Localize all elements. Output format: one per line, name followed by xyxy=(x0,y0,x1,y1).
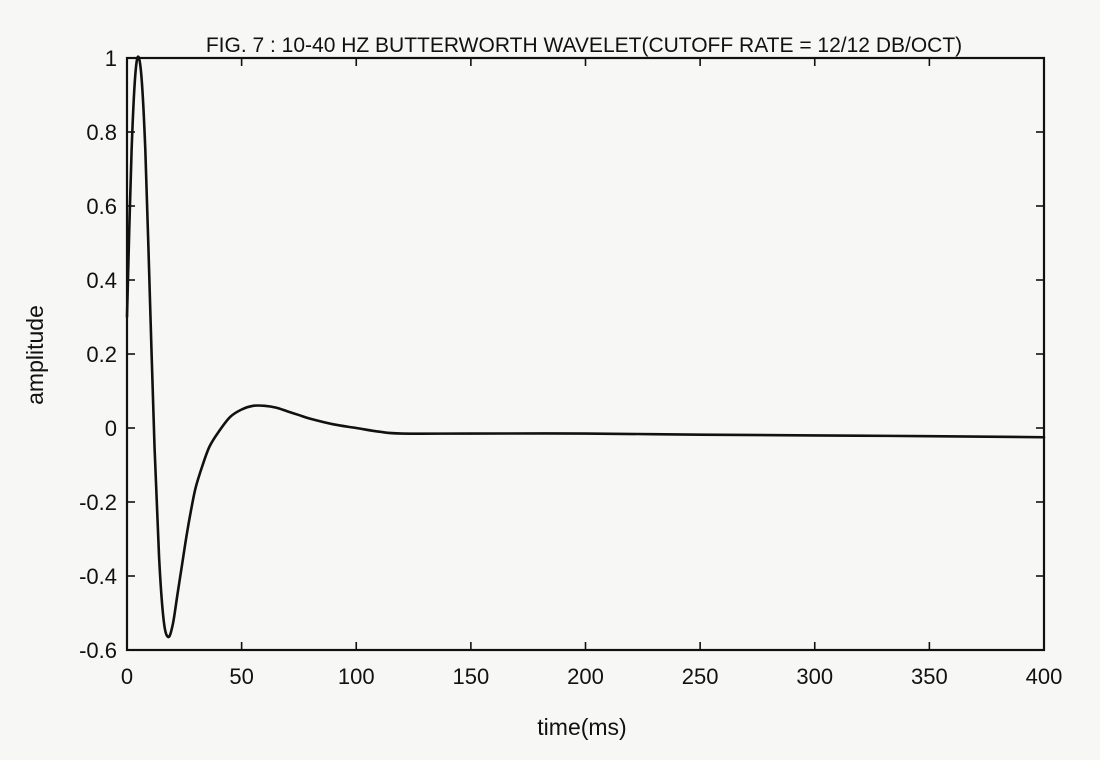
y-tick-label: 0.4 xyxy=(86,268,117,293)
y-tick-label: -0.2 xyxy=(79,490,117,515)
x-tick-label: 0 xyxy=(121,664,133,689)
x-tick-label: 150 xyxy=(453,664,490,689)
x-axis-ticks: 0 50 100 150 200 250 300 350 400 xyxy=(121,58,1062,689)
y-tick-label: 1 xyxy=(105,46,117,71)
series-group xyxy=(125,55,1046,639)
x-axis-label: time(ms) xyxy=(537,714,626,740)
y-tick-label: -0.6 xyxy=(79,638,117,663)
y-tick-label: 0.2 xyxy=(86,342,117,367)
y-axis-ticks: -0.6 -0.4 -0.2 0 0.2 0.4 0.6 0.8 1 xyxy=(79,46,1044,663)
x-tick-label: 250 xyxy=(682,664,719,689)
x-tick-label: 200 xyxy=(567,664,604,689)
x-tick-label: 100 xyxy=(338,664,375,689)
wavelet-series-line xyxy=(125,55,1046,639)
y-tick-label: 0 xyxy=(105,416,117,441)
x-tick-label: 350 xyxy=(911,664,948,689)
plot-frame xyxy=(125,56,1046,652)
x-tick-label: 50 xyxy=(229,664,253,689)
y-tick-label: 0.8 xyxy=(86,120,117,145)
chart-title: FIG. 7 : 10-40 HZ BUTTERWORTH WAVELET(CU… xyxy=(206,34,962,57)
x-tick-label: 400 xyxy=(1026,664,1063,689)
y-axis-label: amplitude xyxy=(22,305,48,405)
x-tick-label: 300 xyxy=(796,664,833,689)
y-tick-label: -0.4 xyxy=(79,564,117,589)
y-tick-label: 0.6 xyxy=(86,194,117,219)
